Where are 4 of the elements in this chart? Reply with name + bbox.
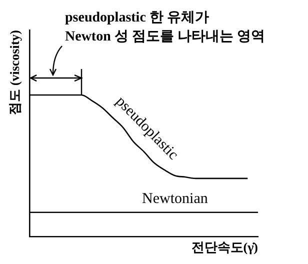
text: pseudoplastic 한 유체가 Newton 성 점도를 나타내는 영역 bbox=[65, 10, 265, 45]
series-label: Newtonian bbox=[142, 190, 208, 207]
y-axis-title: 점도 (viscosity) bbox=[7, 30, 22, 115]
x-axis-title: 전단속도(γ̇) bbox=[191, 240, 258, 255]
